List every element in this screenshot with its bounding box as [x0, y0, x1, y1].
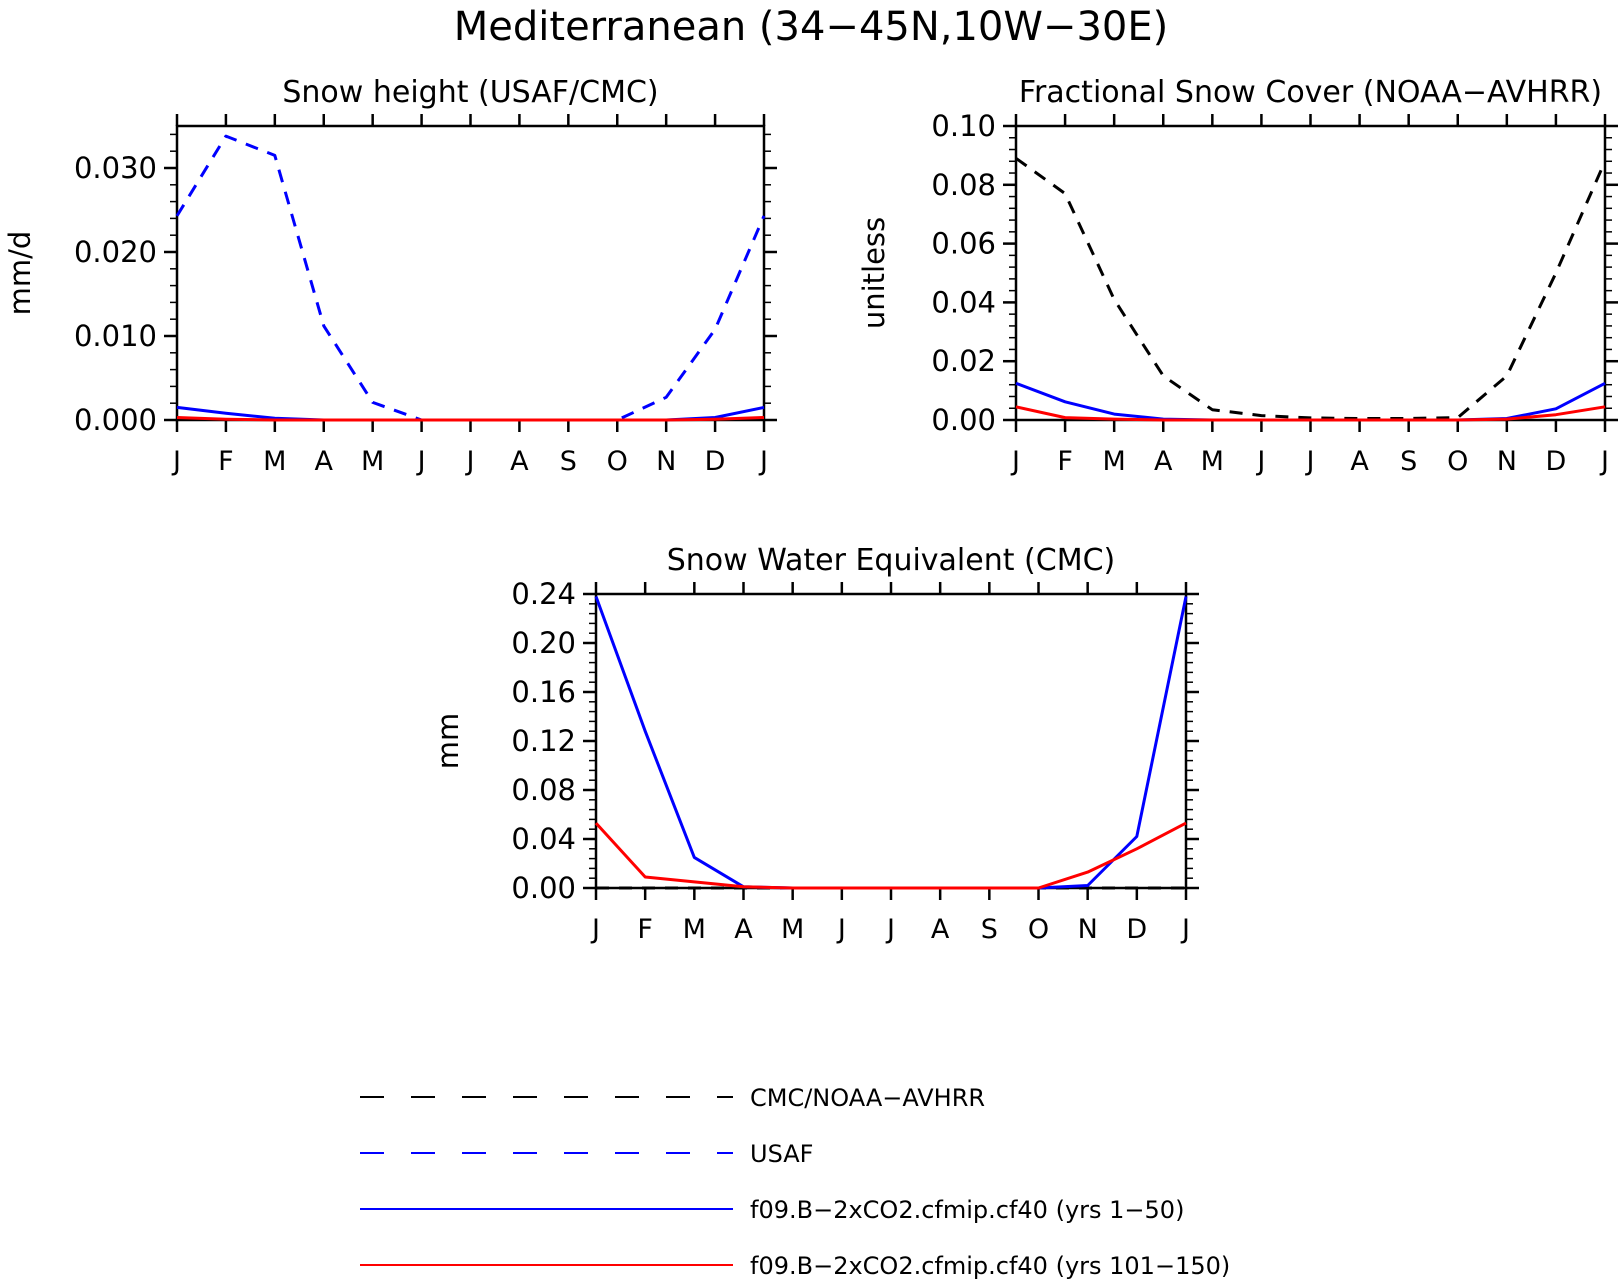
x-tick-label: S — [1400, 446, 1417, 477]
x-tick-label: J — [590, 914, 600, 945]
x-tick-label: M — [361, 446, 384, 477]
x-tick-label: J — [1599, 446, 1609, 477]
figure-title: Mediterranean (34−45N,10W−30E) — [454, 4, 1168, 50]
x-tick-label: M — [263, 446, 286, 477]
x-tick-label: J — [885, 914, 895, 945]
chart-title: Snow Water Equivalent (CMC) — [667, 543, 1115, 578]
plot-frame — [594, 592, 1188, 890]
x-tick-label: J — [1180, 914, 1190, 945]
chart-title: Fractional Snow Cover (NOAA−AVHRR) — [1019, 75, 1602, 110]
series-line-1 — [176, 405, 765, 422]
x-tick-label: J — [465, 446, 475, 477]
legend: CMC/NOAA−AVHRR USAF f09.B−2xCO2.cfmip.cf40… — [360, 1084, 1230, 1280]
y-tick-label: 0.16 — [511, 675, 576, 709]
plot-frame — [175, 124, 766, 422]
series-line-0 — [1015, 157, 1607, 420]
x-tick-label: D — [1126, 914, 1147, 945]
y-tick-label: 0.010 — [74, 319, 157, 353]
x-tick-label: M — [781, 914, 804, 945]
y-tick-label: 0.04 — [511, 822, 576, 856]
y-tick-label: 0.04 — [931, 285, 996, 319]
y-axis-label: mm — [431, 713, 465, 770]
x-tick-label: D — [705, 446, 726, 477]
x-tick-label: J — [1255, 446, 1265, 477]
x-tick-label: A — [510, 446, 529, 477]
y-tick-label: 0.10 — [931, 109, 996, 143]
x-tick-label: N — [1078, 914, 1098, 945]
chart-snow-cover: J F M A M J J A S O N D J0.000.020.040.060.080.10Fra… — [857, 75, 1618, 477]
y-tick-label: 0.12 — [511, 724, 576, 758]
y-tick-label: 0.000 — [74, 403, 157, 437]
y-tick-label: 0.030 — [74, 151, 157, 185]
x-tick-label: S — [981, 914, 998, 945]
x-tick-label: A — [1154, 446, 1173, 477]
x-tick-label: M — [1201, 446, 1224, 477]
plot-frame — [1014, 124, 1607, 422]
x-tick-label: N — [1497, 446, 1517, 477]
x-tick-label: M — [1103, 446, 1126, 477]
x-tick-label: J — [416, 446, 426, 477]
x-tick-label: A — [315, 446, 334, 477]
y-tick-label: 0.08 — [931, 168, 996, 202]
x-tick-label: A — [1350, 446, 1369, 477]
series-line-2 — [176, 416, 765, 422]
x-tick-label: N — [656, 446, 676, 477]
legend-label: f09.B−2xCO2.cfmip.cf40 (yrs 101−150) — [750, 1252, 1230, 1280]
x-tick-label: M — [683, 914, 706, 945]
x-tick-label: O — [1028, 914, 1049, 945]
x-tick-label: J — [758, 446, 768, 477]
y-tick-label: 0.08 — [511, 773, 576, 807]
x-tick-label: J — [1305, 446, 1315, 477]
x-tick-label: S — [560, 446, 577, 477]
y-axis-label: unitless — [857, 217, 891, 329]
x-tick-label: J — [171, 446, 181, 477]
series-line-0 — [175, 134, 766, 422]
y-tick-label: 0.020 — [74, 235, 157, 269]
x-tick-label: O — [607, 446, 628, 477]
y-tick-label: 0.00 — [931, 403, 996, 437]
y-tick-label: 0.02 — [931, 344, 996, 378]
series-line-1 — [1015, 381, 1606, 422]
chart-title: Snow height (USAF/CMC) — [282, 75, 658, 110]
y-tick-label: 0.06 — [931, 227, 996, 261]
x-tick-label: F — [218, 446, 234, 477]
series-line-1 — [594, 595, 1188, 890]
x-tick-label: D — [1546, 446, 1567, 477]
x-tick-label: O — [1447, 446, 1468, 477]
y-tick-label: 0.24 — [511, 577, 576, 611]
x-tick-label: F — [1057, 446, 1073, 477]
chart-swe: J F M A M J J A S O N D J0.000.040.080.120.160.200.2… — [431, 543, 1199, 945]
legend-label: CMC/NOAA−AVHRR — [750, 1084, 985, 1112]
series-line-2 — [1015, 405, 1606, 422]
x-tick-label: J — [1010, 446, 1020, 477]
x-tick-label: J — [836, 914, 846, 945]
legend-label: USAF — [750, 1140, 813, 1168]
x-tick-label: A — [734, 914, 753, 945]
y-tick-label: 0.20 — [511, 626, 576, 660]
x-tick-label: F — [637, 914, 653, 945]
series-line-2 — [594, 821, 1187, 890]
legend-label: f09.B−2xCO2.cfmip.cf40 (yrs 1−50) — [750, 1196, 1184, 1224]
y-tick-label: 0.00 — [511, 871, 576, 905]
x-tick-label: A — [931, 914, 950, 945]
y-axis-label: mm/d — [3, 231, 37, 316]
